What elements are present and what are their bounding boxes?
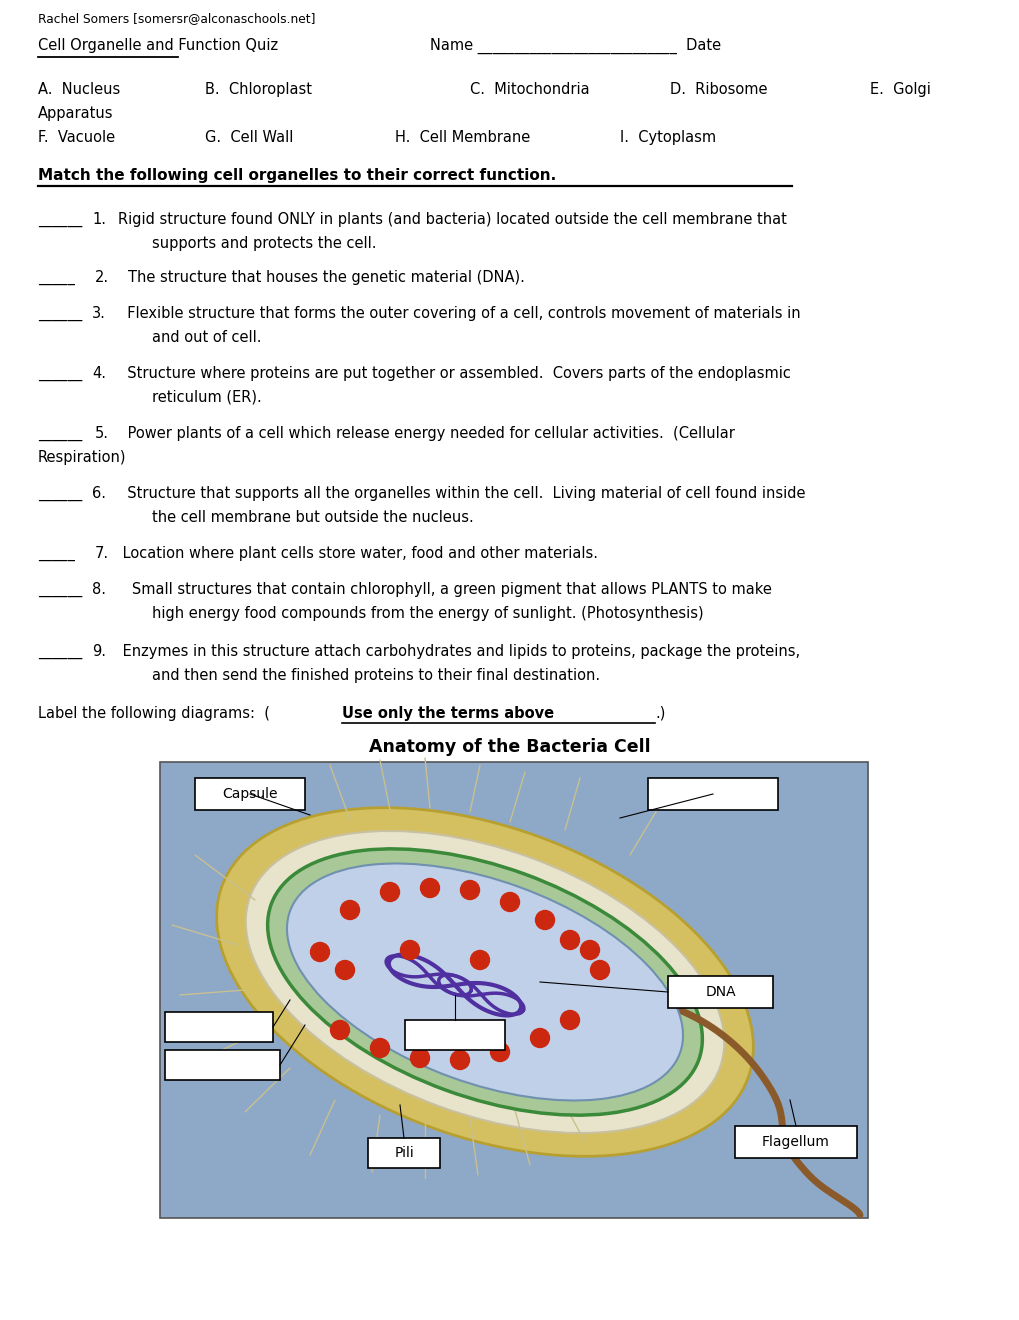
Text: Structure that supports all the organelles within the cell.  Living material of : Structure that supports all the organell… bbox=[118, 486, 805, 502]
Circle shape bbox=[470, 950, 489, 969]
Text: and out of cell.: and out of cell. bbox=[152, 330, 261, 345]
Text: 8.: 8. bbox=[92, 582, 106, 597]
Circle shape bbox=[330, 1020, 350, 1040]
Text: Flagellum: Flagellum bbox=[761, 1135, 829, 1148]
Text: 2.: 2. bbox=[95, 271, 109, 285]
Text: Rigid structure found ONLY in plants (and bacteria) located outside the cell mem: Rigid structure found ONLY in plants (an… bbox=[118, 213, 786, 227]
Text: Structure where proteins are put together or assembled.  Covers parts of the end: Structure where proteins are put togethe… bbox=[118, 366, 790, 381]
Text: ______: ______ bbox=[38, 426, 83, 441]
Text: high energy food compounds from the energy of sunlight. (Photosynthesis): high energy food compounds from the ener… bbox=[152, 606, 703, 620]
Text: C.  Mitochondria: C. Mitochondria bbox=[470, 82, 589, 96]
Circle shape bbox=[500, 892, 519, 912]
Text: Small structures that contain chlorophyll, a green pigment that allows PLANTS to: Small structures that contain chlorophyl… bbox=[118, 582, 771, 597]
Circle shape bbox=[380, 883, 399, 902]
Text: reticulum (ER).: reticulum (ER). bbox=[152, 389, 262, 405]
Text: the cell membrane but outside the nucleus.: the cell membrane but outside the nucleu… bbox=[152, 510, 473, 525]
Text: 3.: 3. bbox=[92, 306, 106, 321]
Text: Match the following cell organelles to their correct function.: Match the following cell organelles to t… bbox=[38, 168, 555, 183]
Text: Anatomy of the Bacteria Cell: Anatomy of the Bacteria Cell bbox=[369, 738, 650, 756]
Text: Name ___________________________  Date: Name ___________________________ Date bbox=[430, 38, 720, 54]
Circle shape bbox=[580, 940, 599, 960]
Text: ______: ______ bbox=[38, 644, 83, 659]
Text: 7.: 7. bbox=[95, 546, 109, 561]
Text: 6.: 6. bbox=[92, 486, 106, 502]
Circle shape bbox=[420, 879, 439, 898]
Text: ______: ______ bbox=[38, 213, 83, 227]
FancyBboxPatch shape bbox=[165, 1012, 273, 1041]
Circle shape bbox=[560, 931, 579, 949]
Circle shape bbox=[530, 1028, 549, 1048]
Ellipse shape bbox=[267, 849, 702, 1115]
Ellipse shape bbox=[216, 808, 753, 1156]
Text: Apparatus: Apparatus bbox=[38, 106, 113, 121]
Text: D.  Ribosome: D. Ribosome bbox=[669, 82, 766, 96]
Text: Location where plant cells store water, food and other materials.: Location where plant cells store water, … bbox=[118, 546, 597, 561]
Ellipse shape bbox=[286, 863, 683, 1101]
Text: I.  Cytoplasm: I. Cytoplasm bbox=[620, 129, 715, 145]
Text: Use only the terms above: Use only the terms above bbox=[341, 706, 553, 721]
Text: Rachel Somers [somersr@alconaschools.net]: Rachel Somers [somersr@alconaschools.net… bbox=[38, 12, 315, 25]
Text: Cell Organelle and Function Quiz: Cell Organelle and Function Quiz bbox=[38, 38, 278, 53]
Text: Capsule: Capsule bbox=[222, 787, 277, 801]
Text: ______: ______ bbox=[38, 582, 83, 597]
Circle shape bbox=[340, 900, 359, 920]
Text: Flexible structure that forms the outer covering of a cell, controls movement of: Flexible structure that forms the outer … bbox=[118, 306, 800, 321]
Circle shape bbox=[560, 1011, 579, 1030]
FancyBboxPatch shape bbox=[405, 1020, 504, 1049]
Text: Enzymes in this structure attach carbohydrates and lipids to proteins, package t: Enzymes in this structure attach carbohy… bbox=[118, 644, 799, 659]
FancyBboxPatch shape bbox=[160, 762, 867, 1218]
Text: Pili: Pili bbox=[393, 1146, 414, 1160]
Text: E.  Golgi: E. Golgi bbox=[869, 82, 930, 96]
Circle shape bbox=[535, 911, 554, 929]
FancyBboxPatch shape bbox=[195, 777, 305, 810]
Text: _____: _____ bbox=[38, 546, 74, 561]
Circle shape bbox=[490, 1043, 510, 1061]
Text: H.  Cell Membrane: H. Cell Membrane bbox=[394, 129, 530, 145]
FancyBboxPatch shape bbox=[735, 1126, 856, 1158]
Text: DNA: DNA bbox=[704, 985, 735, 999]
Text: 5.: 5. bbox=[95, 426, 109, 441]
Text: The structure that houses the genetic material (DNA).: The structure that houses the genetic ma… bbox=[127, 271, 525, 285]
Circle shape bbox=[450, 1051, 469, 1069]
Circle shape bbox=[460, 880, 479, 899]
Circle shape bbox=[590, 961, 609, 979]
Text: 9.: 9. bbox=[92, 644, 106, 659]
Text: Respiration): Respiration) bbox=[38, 450, 126, 465]
FancyBboxPatch shape bbox=[647, 777, 777, 810]
Text: G.  Cell Wall: G. Cell Wall bbox=[205, 129, 293, 145]
Text: F.  Vacuole: F. Vacuole bbox=[38, 129, 115, 145]
FancyBboxPatch shape bbox=[667, 975, 772, 1008]
Text: _____: _____ bbox=[38, 271, 74, 285]
Text: 4.: 4. bbox=[92, 366, 106, 381]
Text: .): .) bbox=[654, 706, 664, 721]
FancyBboxPatch shape bbox=[165, 1049, 280, 1080]
Text: ______: ______ bbox=[38, 486, 83, 502]
Text: ______: ______ bbox=[38, 306, 83, 321]
Ellipse shape bbox=[246, 832, 723, 1133]
Text: Power plants of a cell which release energy needed for cellular activities.  (Ce: Power plants of a cell which release ene… bbox=[123, 426, 734, 441]
Circle shape bbox=[335, 961, 355, 979]
Text: and then send the finished proteins to their final destination.: and then send the finished proteins to t… bbox=[152, 668, 599, 682]
Text: Label the following diagrams:  (: Label the following diagrams: ( bbox=[38, 706, 270, 721]
Circle shape bbox=[370, 1039, 389, 1057]
Text: 1.: 1. bbox=[92, 213, 106, 227]
Text: ______: ______ bbox=[38, 366, 83, 381]
Circle shape bbox=[400, 940, 419, 960]
FancyBboxPatch shape bbox=[368, 1138, 439, 1168]
Text: B.  Chloroplast: B. Chloroplast bbox=[205, 82, 312, 96]
Text: supports and protects the cell.: supports and protects the cell. bbox=[152, 236, 376, 251]
Circle shape bbox=[310, 942, 329, 961]
Text: A.  Nucleus: A. Nucleus bbox=[38, 82, 120, 96]
Circle shape bbox=[410, 1048, 429, 1068]
